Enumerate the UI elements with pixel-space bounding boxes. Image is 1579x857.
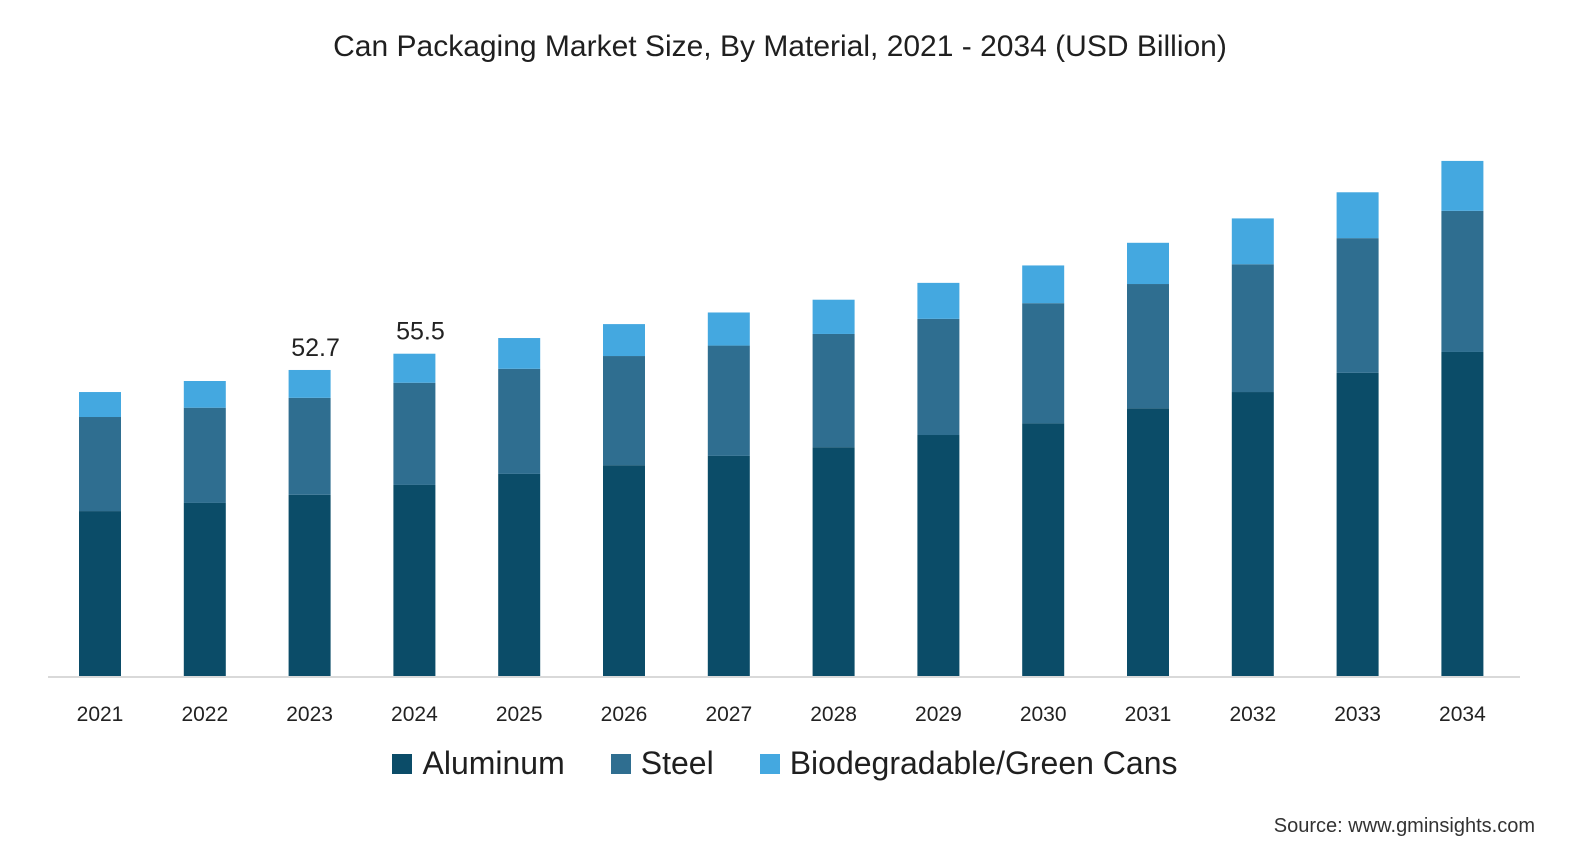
- bar-aluminum-2025: [498, 473, 541, 676]
- bar-biodegradable-green-cans-2029: [917, 282, 960, 319]
- bar-steel-2026: [603, 356, 645, 466]
- bar-steel-2022: [183, 407, 226, 503]
- bar-biodegradable-green-cans-2024: [393, 353, 436, 383]
- bar-aluminum-2023: [288, 494, 331, 676]
- bar-biodegradable-green-cans-2032: [1231, 218, 1274, 265]
- bar-steel-2033: [1336, 238, 1379, 373]
- bar-biodegradable-green-cans-2023: [288, 369, 331, 398]
- legend-label-aluminum: Aluminum: [422, 745, 565, 781]
- bar-aluminum-2034: [1441, 351, 1484, 676]
- x-tick-label-2033: 2033: [1334, 703, 1381, 726]
- x-tick-label-2022: 2022: [181, 703, 228, 726]
- bar-steel-2023: [288, 397, 331, 495]
- bar-steel-2024: [393, 382, 436, 485]
- bar-steel-2032: [1231, 264, 1274, 393]
- bar-aluminum-2027: [707, 455, 750, 676]
- bar-aluminum-2028: [812, 447, 855, 676]
- bar-aluminum-2024: [393, 484, 436, 676]
- x-tick-label-2023: 2023: [286, 703, 333, 726]
- bar-biodegradable-green-cans-2031: [1127, 242, 1169, 285]
- legend-item-biodegradable: Biodegradable/Green Cans: [759, 745, 1178, 782]
- bar-steel-2034: [1441, 210, 1484, 352]
- x-tick-label-2024: 2024: [391, 703, 438, 726]
- legend-item-steel: Steel: [610, 745, 714, 782]
- legend: Aluminum Steel Biodegradable/Green Cans: [0, 745, 1570, 782]
- bar-aluminum-2022: [183, 502, 226, 676]
- legend-label-steel: Steel: [640, 745, 714, 781]
- bar-biodegradable-green-cans-2033: [1336, 192, 1379, 239]
- bar-biodegradable-green-cans-2034: [1441, 160, 1484, 211]
- legend-label-biodegradable: Biodegradable/Green Cans: [789, 745, 1178, 781]
- legend-item-aluminum: Aluminum: [392, 745, 565, 782]
- x-tick-label-2027: 2027: [705, 703, 752, 726]
- data-label-2023: 52.7: [291, 334, 340, 362]
- bar-aluminum-2029: [917, 435, 960, 676]
- x-tick-label-2028: 2028: [810, 703, 857, 726]
- bar-steel-2027: [707, 345, 750, 456]
- data-label-2024: 55.5: [396, 318, 445, 346]
- x-tick-label-2030: 2030: [1020, 703, 1067, 726]
- bar-steel-2030: [1022, 303, 1065, 424]
- bar-biodegradable-green-cans-2026: [603, 324, 645, 357]
- bar-steel-2031: [1127, 284, 1169, 409]
- x-tick-label-2021: 2021: [77, 703, 124, 726]
- bar-steel-2021: [79, 417, 121, 512]
- bar-aluminum-2030: [1022, 423, 1065, 676]
- x-tick-label-2031: 2031: [1125, 703, 1172, 726]
- chart-plot: 2021 2022 2023 2024 2025 2026 2027 2028 2029 2030…: [48, 160, 1520, 726]
- legend-swatch-biodegradable: [759, 753, 780, 774]
- bar-aluminum-2032: [1231, 392, 1274, 676]
- chart-title: Can Packaging Market Size, By Material, …: [333, 30, 1227, 63]
- x-tick-label-2026: 2026: [601, 703, 648, 726]
- bar-aluminum-2031: [1127, 408, 1169, 676]
- bar-biodegradable-green-cans-2030: [1022, 265, 1065, 304]
- x-tick-label-2034: 2034: [1439, 703, 1486, 726]
- bar-steel-2029: [917, 318, 960, 436]
- bar-biodegradable-green-cans-2022: [183, 381, 226, 408]
- bar-biodegradable-green-cans-2025: [498, 338, 541, 369]
- bar-aluminum-2033: [1336, 372, 1379, 676]
- bar-biodegradable-green-cans-2027: [707, 312, 750, 346]
- bar-steel-2025: [498, 368, 541, 474]
- x-tick-label-2029: 2029: [915, 703, 962, 726]
- bar-steel-2028: [812, 333, 855, 448]
- legend-swatch-steel: [610, 753, 631, 774]
- bar-biodegradable-green-cans-2021: [79, 392, 121, 418]
- bar-aluminum-2026: [603, 465, 645, 676]
- bar-biodegradable-green-cans-2028: [812, 299, 855, 334]
- bar-aluminum-2021: [79, 511, 121, 676]
- x-tick-label-2025: 2025: [496, 703, 543, 726]
- legend-swatch-aluminum: [392, 753, 413, 774]
- x-tick-label-2032: 2032: [1229, 703, 1276, 726]
- source-note: Source: www.gminsights.com: [1273, 815, 1535, 837]
